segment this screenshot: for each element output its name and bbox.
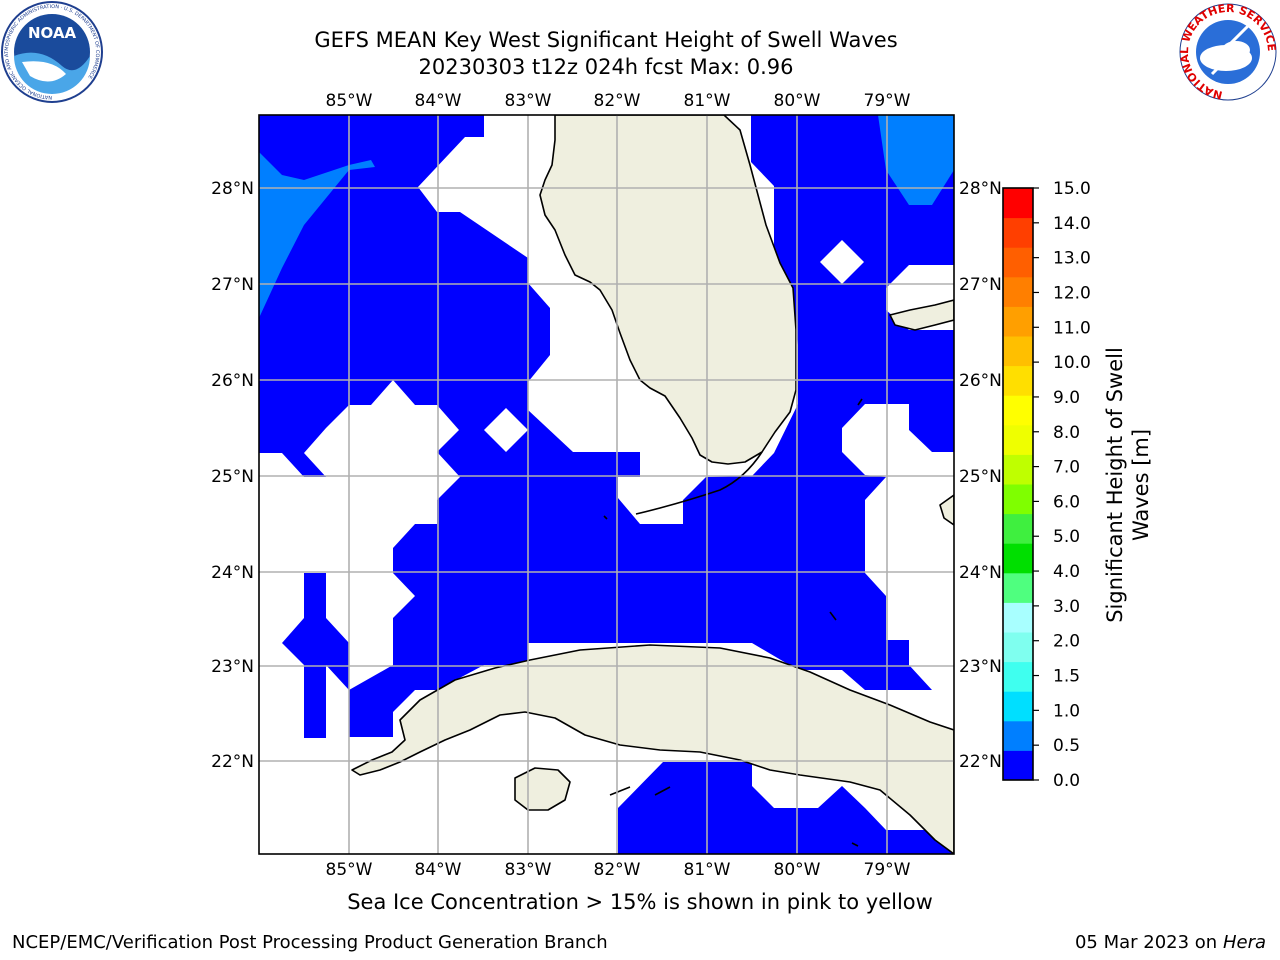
credit-branch: NCEP/EMC/Verification Post Processing Pr…	[12, 932, 608, 953]
lat-label: 22°N	[211, 752, 254, 772]
sea-ice-footnote: Sea Ice Concentration > 15% is shown in …	[0, 890, 1280, 914]
lon-label: 79°W	[864, 860, 911, 880]
noaa-logo-text: NOAA	[28, 24, 77, 42]
lon-label: 80°W	[774, 860, 821, 880]
lat-label: 26°N	[959, 371, 1002, 391]
lon-label: 85°W	[326, 91, 373, 111]
colorbar-tick-label: 0.5	[1053, 736, 1080, 756]
colorbar-band	[1003, 306, 1033, 337]
swell-field-mid	[259, 115, 954, 318]
map-frame	[258, 114, 955, 855]
colorbar-tick-label: 6.0	[1053, 492, 1080, 512]
lon-label: 82°W	[594, 860, 641, 880]
colorbar-tick-label: 5.0	[1053, 527, 1080, 547]
colorbar-band	[1003, 454, 1033, 485]
lat-label: 28°N	[211, 179, 254, 199]
lat-label: 28°N	[959, 179, 1002, 199]
colorbar-label: Significant Height of Swell Waves [m]	[1103, 347, 1153, 623]
lat-label: 24°N	[959, 563, 1002, 583]
colorbar-band	[1003, 513, 1033, 544]
colorbar-tick-label: 10.0	[1053, 353, 1091, 373]
colorbar-tick-label: 3.0	[1053, 597, 1080, 617]
lon-label: 82°W	[594, 91, 641, 111]
colorbar-tick-label: 8.0	[1053, 423, 1080, 443]
colorbar-band	[1003, 247, 1033, 278]
cuba	[351, 644, 954, 854]
colorbar-frame	[1002, 187, 1034, 781]
colorbar-band	[1003, 484, 1033, 515]
colorbar-tick-label: 13.0	[1053, 249, 1091, 269]
lon-labels-top: 85°W 84°W 83°W 82°W 81°W 80°W 79°W	[326, 91, 911, 111]
lat-labels-right: 28°N 27°N 26°N 25°N 24°N 23°N 22°N	[959, 179, 1002, 772]
lat-label: 25°N	[959, 467, 1002, 487]
lat-label: 24°N	[211, 563, 254, 583]
lon-label: 80°W	[774, 91, 821, 111]
colorbar-tick-label: 7.0	[1053, 458, 1080, 478]
credit-date-text: 05 Mar 2023	[1074, 932, 1190, 953]
calm-patches	[484, 240, 864, 452]
colorbar-tick-label: 12.0	[1053, 283, 1091, 303]
colorbar-band	[1003, 336, 1033, 367]
lon-label: 81°W	[684, 91, 731, 111]
colorbar-band	[1003, 602, 1033, 633]
credit-machine: Hera	[1222, 932, 1266, 953]
colorbar-band	[1003, 395, 1033, 426]
colorbar-label-line1: Significant Height of Swell	[1103, 347, 1127, 623]
colorbar-band	[1003, 188, 1033, 219]
lon-label: 84°W	[415, 860, 462, 880]
colorbar-band	[1003, 572, 1033, 603]
colorbar-band	[1003, 661, 1033, 692]
lat-label: 26°N	[211, 371, 254, 391]
nws-logo: NATIONAL WEATHER SERVICE	[1178, 2, 1278, 102]
bahamas-islet	[939, 494, 954, 526]
lat-labels-left: 28°N 27°N 26°N 25°N 24°N 23°N 22°N	[211, 179, 254, 772]
colorbar-tick-label: 9.0	[1053, 388, 1080, 408]
chart-subtitle: 20230303 t12z 024h fcst Max: 0.96	[418, 55, 794, 79]
map-plot	[259, 115, 954, 854]
colorbar	[1003, 188, 1033, 781]
colorbar-band	[1003, 632, 1033, 663]
colorbar-label-line2: Waves [m]	[1129, 429, 1153, 541]
graticule	[259, 115, 954, 854]
colorbar-tick-label: 2.0	[1053, 632, 1080, 652]
florida-keys	[603, 398, 863, 847]
lat-label: 25°N	[211, 467, 254, 487]
colorbar-band	[1003, 276, 1033, 307]
chart-title: GEFS MEAN Key West Significant Height of…	[314, 28, 898, 52]
lon-label: 83°W	[505, 860, 552, 880]
colorbar-tick-label: 14.0	[1053, 214, 1091, 234]
colorbar-tick-label: 1.5	[1053, 667, 1080, 687]
credit-date: 05 Mar 2023 on Hera	[1075, 932, 1266, 953]
colorbar-band	[1003, 543, 1033, 574]
colorbar-tick-label: 4.0	[1053, 562, 1080, 582]
colorbar-tick-label: 11.0	[1053, 318, 1091, 338]
lat-label: 27°N	[959, 275, 1002, 295]
andros-island	[889, 299, 954, 331]
colorbar-band	[1003, 424, 1033, 455]
noaa-logo: NOAA NATIONAL OCEANIC AND ATMOSPHERIC AD…	[1, 1, 103, 103]
lat-label: 22°N	[959, 752, 1002, 772]
colorbar-band	[1003, 365, 1033, 396]
colorbar-tick-label: 15.0	[1053, 179, 1091, 199]
colorbar-ticks: 15.0 14.0 13.0 12.0 11.0 10.0 9.0 8.0 7.0 6.0 5.0 4…	[1033, 179, 1091, 791]
lon-label: 83°W	[505, 91, 552, 111]
lon-label: 81°W	[684, 860, 731, 880]
sea-ice-footnote-text: Sea Ice Concentration > 15% is shown in …	[347, 890, 933, 914]
colorbar-band	[1003, 750, 1033, 781]
lat-label: 27°N	[211, 275, 254, 295]
colorbar-band	[1003, 691, 1033, 722]
colorbar-band	[1003, 720, 1033, 751]
lat-label: 23°N	[959, 657, 1002, 677]
lon-label: 84°W	[415, 91, 462, 111]
lon-labels-bottom: 85°W 84°W 83°W 82°W 81°W 80°W 79°W	[326, 860, 911, 880]
colorbar-tick-label: 0.0	[1053, 771, 1080, 791]
credit-on: on	[1194, 932, 1218, 953]
colorbar-tick-label: 1.0	[1053, 701, 1080, 721]
florida	[539, 115, 797, 465]
colorbar-band	[1003, 217, 1033, 248]
lon-label: 85°W	[326, 860, 373, 880]
lat-label: 23°N	[211, 657, 254, 677]
lon-label: 79°W	[864, 91, 911, 111]
